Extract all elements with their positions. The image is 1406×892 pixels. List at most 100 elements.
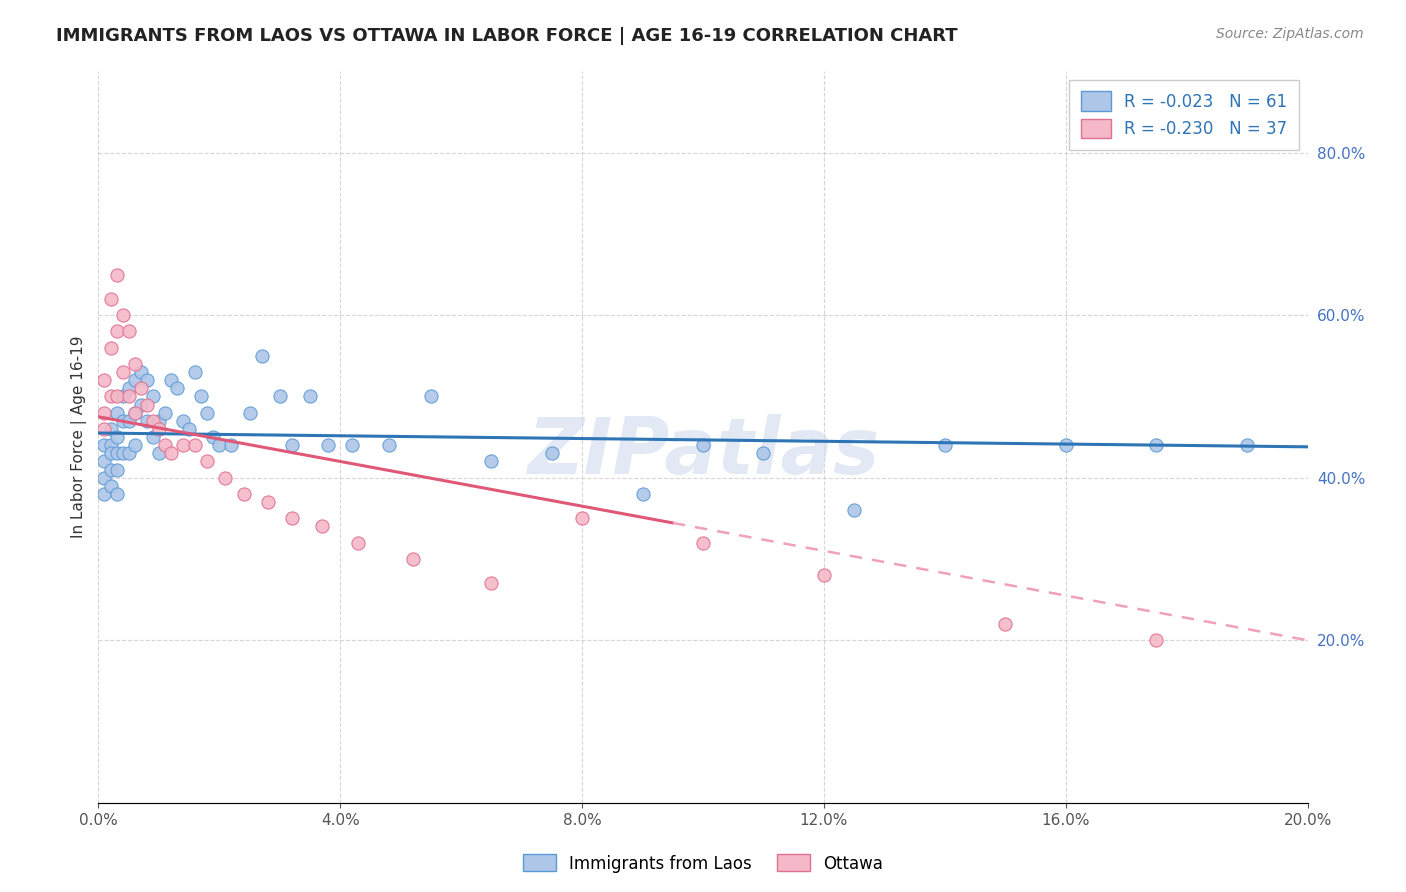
Point <box>135 414 157 428</box>
Point <box>172 414 194 428</box>
Point <box>93 422 115 436</box>
Point <box>148 414 170 428</box>
Point <box>148 422 170 436</box>
Point <box>311 519 333 533</box>
Point <box>105 268 128 282</box>
Point <box>214 471 236 485</box>
Point <box>692 438 714 452</box>
Point <box>111 414 134 428</box>
Point <box>166 381 188 395</box>
Point <box>135 373 157 387</box>
Point <box>93 487 115 501</box>
Point <box>540 446 562 460</box>
Point <box>100 341 122 355</box>
Point <box>93 471 115 485</box>
Point <box>100 438 122 452</box>
Point <box>124 406 146 420</box>
Point <box>111 446 134 460</box>
Point <box>347 535 370 549</box>
Point <box>813 568 835 582</box>
Legend: R = -0.023   N = 61, R = -0.230   N = 37: R = -0.023 N = 61, R = -0.230 N = 37 <box>1070 79 1299 150</box>
Point <box>342 438 364 452</box>
Point <box>172 438 194 452</box>
Point <box>316 438 339 452</box>
Point <box>100 479 122 493</box>
Point <box>402 552 425 566</box>
Point <box>100 422 122 436</box>
Point <box>93 454 115 468</box>
Point <box>281 511 304 525</box>
Point <box>184 438 207 452</box>
Point <box>142 430 165 444</box>
Point <box>195 454 218 468</box>
Point <box>631 487 654 501</box>
Point <box>752 446 775 460</box>
Point <box>111 389 134 403</box>
Point <box>105 487 128 501</box>
Point <box>105 462 128 476</box>
Point <box>420 389 443 403</box>
Text: ZIPatlas: ZIPatlas <box>527 414 879 490</box>
Point <box>118 381 141 395</box>
Point <box>994 617 1017 632</box>
Text: Source: ZipAtlas.com: Source: ZipAtlas.com <box>1216 27 1364 41</box>
Point <box>232 487 254 501</box>
Point <box>135 398 157 412</box>
Point <box>208 438 231 452</box>
Point <box>124 373 146 387</box>
Point <box>190 389 212 403</box>
Point <box>250 349 273 363</box>
Point <box>1144 633 1167 648</box>
Point <box>100 389 122 403</box>
Point <box>221 438 243 452</box>
Point <box>692 535 714 549</box>
Point <box>105 325 128 339</box>
Point <box>281 438 304 452</box>
Point <box>934 438 956 452</box>
Point <box>160 373 183 387</box>
Point <box>256 495 278 509</box>
Point <box>105 406 128 420</box>
Text: IMMIGRANTS FROM LAOS VS OTTAWA IN LABOR FORCE | AGE 16-19 CORRELATION CHART: IMMIGRANTS FROM LAOS VS OTTAWA IN LABOR … <box>56 27 957 45</box>
Point <box>118 389 141 403</box>
Point <box>100 292 122 306</box>
Point <box>269 389 291 403</box>
Point <box>105 430 128 444</box>
Point <box>105 446 128 460</box>
Point <box>105 389 128 403</box>
Point <box>1144 438 1167 452</box>
Point <box>202 430 225 444</box>
Point <box>129 398 152 412</box>
Point <box>118 414 141 428</box>
Point <box>571 511 593 525</box>
Point <box>184 365 207 379</box>
Point <box>481 576 503 591</box>
Point <box>100 446 122 460</box>
Point <box>239 406 262 420</box>
Point <box>124 406 146 420</box>
Point <box>179 422 201 436</box>
Point <box>124 357 146 371</box>
Point <box>111 365 134 379</box>
Point <box>148 446 170 460</box>
Point <box>93 406 115 420</box>
Point <box>299 389 322 403</box>
Point <box>195 406 218 420</box>
Point <box>153 438 176 452</box>
Point <box>118 325 141 339</box>
Point <box>844 503 866 517</box>
Point <box>111 308 134 322</box>
Point <box>142 414 165 428</box>
Point <box>377 438 399 452</box>
Point <box>124 438 146 452</box>
Point <box>118 446 141 460</box>
Point <box>93 373 115 387</box>
Point <box>160 446 183 460</box>
Point <box>142 389 165 403</box>
Point <box>129 365 152 379</box>
Y-axis label: In Labor Force | Age 16-19: In Labor Force | Age 16-19 <box>72 335 87 539</box>
Point <box>1054 438 1077 452</box>
Point <box>100 462 122 476</box>
Point <box>153 406 176 420</box>
Legend: Immigrants from Laos, Ottawa: Immigrants from Laos, Ottawa <box>516 847 890 880</box>
